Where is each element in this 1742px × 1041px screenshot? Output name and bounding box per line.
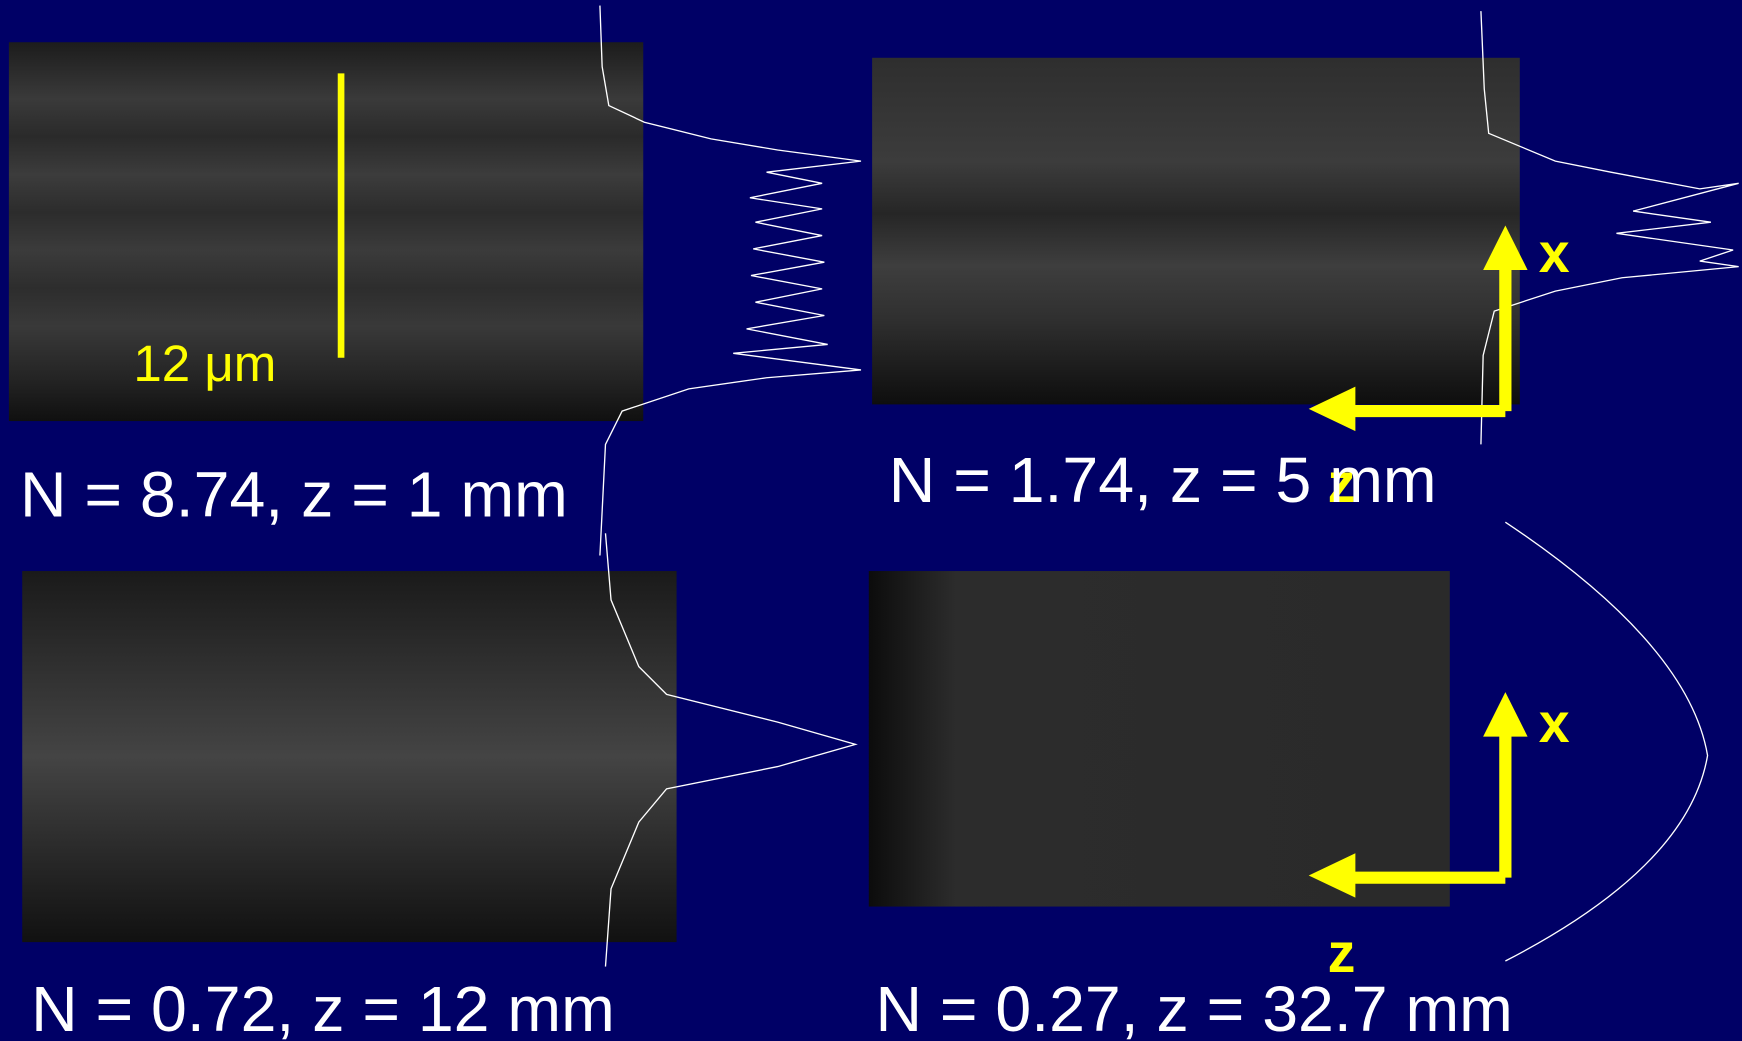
caption: N = 0.27, z = 32.7 mm <box>875 973 1512 1041</box>
axis-label: x <box>1539 692 1570 754</box>
arrowhead <box>1483 692 1527 736</box>
caption: N = 0.72, z = 12 mm <box>31 973 615 1041</box>
intensity-profile <box>1505 522 1707 961</box>
page: 12 μm x z x z N = 8.74, z = 1 mm N = 1.7… <box>0 0 1742 1041</box>
image-panel <box>9 42 643 421</box>
scale-label: 12 μm <box>133 335 276 392</box>
image-panel <box>869 571 1450 907</box>
image-panel <box>22 571 676 942</box>
slide: 12 μm x z x z N = 8.74, z = 1 mm N = 1.7… <box>0 0 1742 1041</box>
caption: N = 1.74, z = 5 mm <box>889 444 1437 516</box>
caption: N = 8.74, z = 1 mm <box>20 459 568 531</box>
image-panel <box>872 58 1520 405</box>
axis-label: x <box>1539 222 1570 284</box>
